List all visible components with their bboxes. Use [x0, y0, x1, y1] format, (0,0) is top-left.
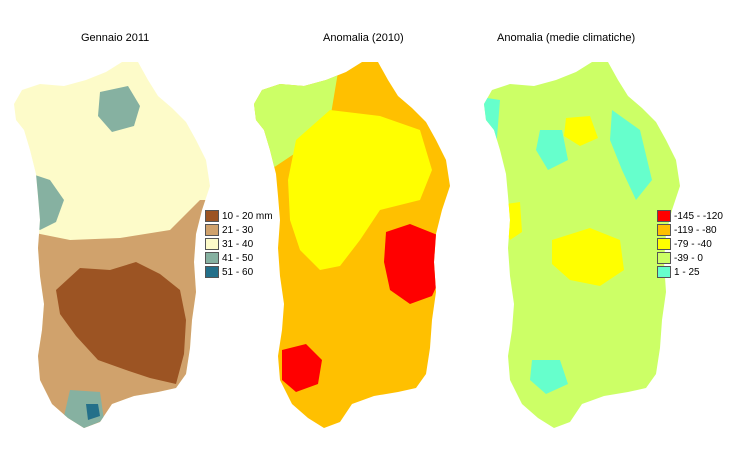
- legend-swatch: [205, 266, 219, 278]
- region-41-50-south: [64, 390, 104, 428]
- region-2010-northwest: [254, 62, 340, 170]
- region-clim-south: [530, 360, 568, 394]
- legend-label: -39 - 0: [674, 252, 703, 264]
- legend-swatch: [657, 266, 671, 278]
- region-clim-north-center: [536, 130, 568, 170]
- legend-item: 1 - 25: [657, 265, 700, 279]
- legend-item: -39 - 0: [657, 251, 703, 265]
- legend-anomalia: -145 - -120 -119 - -80 -79 - -40 -39 - 0…: [657, 209, 729, 281]
- panel-1-title: Gennaio 2011: [81, 32, 150, 44]
- region-2010-southwest: [282, 344, 322, 392]
- legend-item: 21 - 30: [205, 223, 253, 237]
- legend-swatch: [205, 252, 219, 264]
- legend-item: -119 - -80: [657, 223, 717, 237]
- legend-swatch: [657, 224, 671, 236]
- legend-label: 1 - 25: [674, 266, 700, 278]
- legend-item: 41 - 50: [205, 251, 253, 265]
- region-51-60: [86, 404, 100, 420]
- region-clim-dry-central: [552, 228, 624, 286]
- region-41-50-north: [98, 86, 140, 132]
- legend-label: -79 - -40: [674, 238, 712, 250]
- legend-item: 51 - 60: [205, 265, 253, 279]
- legend-swatch: [205, 238, 219, 250]
- panel-3-title: Anomalia (medie climatiche): [497, 32, 636, 44]
- legend-label: -119 - -80: [674, 224, 717, 236]
- legend-label: 10 - 20 mm: [222, 210, 273, 222]
- legend-label: -145 - -120: [674, 210, 723, 222]
- region-2010-east: [384, 224, 444, 304]
- legend-gennaio-2011: 10 - 20 mm 21 - 30 31 - 40 41 - 50 51 - …: [205, 209, 285, 281]
- legend-label: 21 - 30: [222, 224, 254, 236]
- legend-swatch: [657, 238, 671, 250]
- legend-swatch: [205, 210, 219, 222]
- panel-2-title: Anomalia (2010): [323, 32, 404, 44]
- legend-item: 10 - 20 mm: [205, 209, 273, 223]
- region-clim-northeast: [610, 110, 652, 200]
- legend-item: -145 - -120: [657, 209, 723, 223]
- legend-item: 31 - 40: [205, 237, 253, 251]
- legend-swatch: [657, 252, 671, 264]
- legend-label: 51 - 60: [222, 266, 254, 278]
- legend-label: 41 - 50: [222, 252, 254, 264]
- region-10-20: [56, 262, 186, 384]
- legend-label: 31 - 40: [222, 238, 254, 250]
- region-clim-dry-north: [564, 116, 598, 146]
- legend-item: -79 - -40: [657, 237, 712, 251]
- region-2010-central: [288, 110, 432, 270]
- region-clim-northwest: [484, 96, 500, 170]
- legend-swatch: [205, 224, 219, 236]
- legend-swatch: [657, 210, 671, 222]
